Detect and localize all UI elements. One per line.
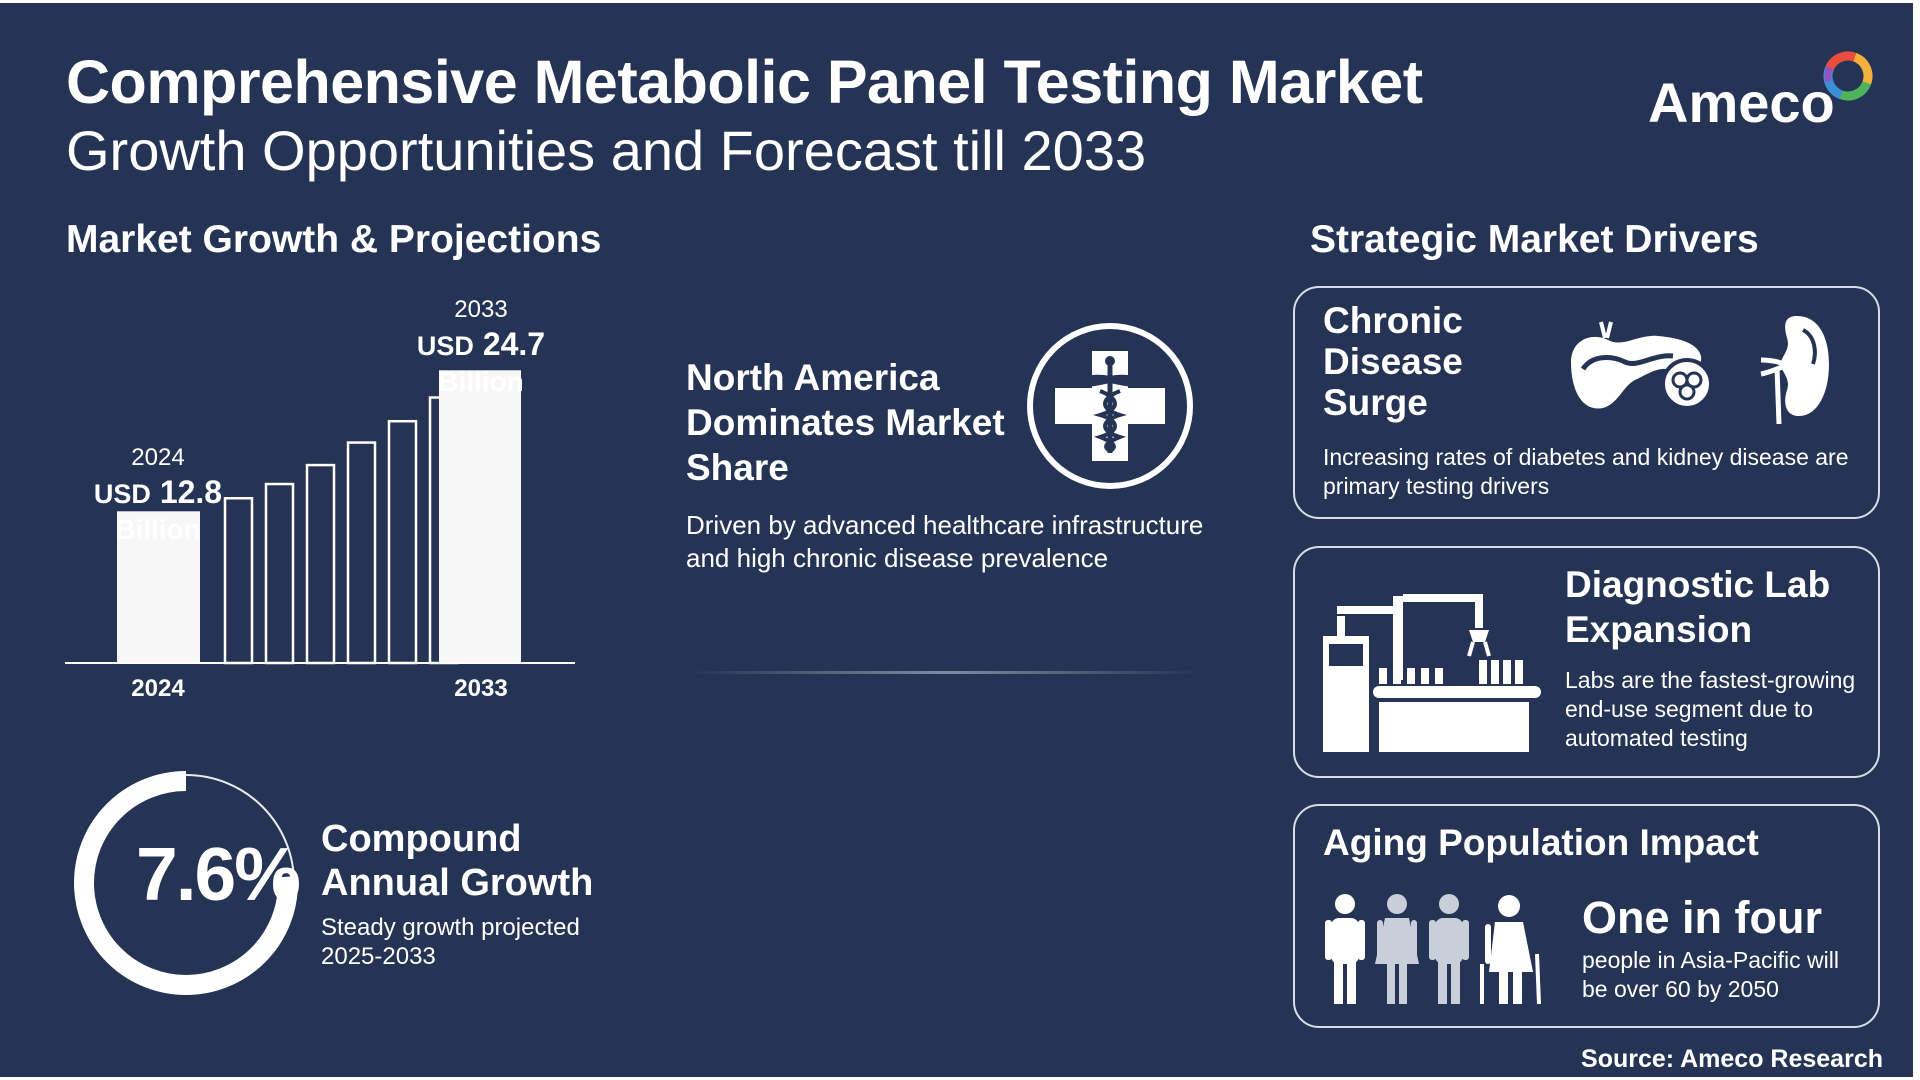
- x-axis-label-end: 2033: [454, 675, 507, 702]
- start-year-label: 2024: [131, 444, 184, 471]
- chart-bar-4: [305, 463, 336, 665]
- kidney-icon: [1760, 316, 1829, 424]
- chronic-disease-card: Chronic Disease Surge Increasing rates o…: [1293, 286, 1880, 519]
- region-description: Driven by advanced healthcare infrastruc…: [686, 510, 1204, 573]
- aging-highlight: One in four: [1582, 892, 1822, 943]
- x-axis-label-start: 2024: [131, 675, 185, 702]
- automated-lab-icon: [1323, 594, 1541, 752]
- section-divider: [690, 671, 1200, 674]
- start-unit-label: Billion: [115, 514, 201, 545]
- aging-card-title: Aging Population Impact: [1323, 822, 1759, 863]
- cagr-value: 7.6%: [136, 832, 301, 916]
- chart-bar-1: [117, 511, 200, 663]
- source-note: Source: Ameco Research: [1581, 1045, 1883, 1073]
- cagr-label: Compound Annual Growth: [321, 818, 594, 904]
- chart-bar-2: [223, 497, 254, 665]
- chart-bar-8: [439, 370, 521, 663]
- end-value-label: USD 24.7: [417, 326, 545, 362]
- chronic-card-title: Chronic Disease Surge: [1323, 300, 1463, 423]
- medical-cross-caduceus-icon: [1027, 323, 1193, 489]
- person-3: [1429, 894, 1469, 1004]
- drivers-section-heading: Strategic Market Drivers: [1310, 218, 1759, 261]
- market-growth-bar-chart: 2024 USD 12.8 Billion 2033 USD 24.7 Bill…: [65, 296, 575, 702]
- lab-card-description: Labs are the fastest-growing end-use seg…: [1565, 667, 1856, 751]
- page-title: Comprehensive Metabolic Panel Testing Ma…: [66, 48, 1423, 116]
- chronic-card-description: Increasing rates of diabetes and kidney …: [1323, 444, 1849, 499]
- start-value-label: USD 12.8: [94, 474, 222, 510]
- pancreas-icon: [1571, 321, 1713, 410]
- person-1: [1325, 894, 1365, 1004]
- people-group-icon: [1325, 894, 1541, 1005]
- aging-population-card: Aging Population Impact One in four peop…: [1293, 804, 1880, 1028]
- page-subtitle: Growth Opportunities and Forecast till 2…: [66, 119, 1147, 182]
- chart-bar-5: [346, 441, 377, 665]
- donut-fill-arc: [74, 771, 298, 995]
- diagnostic-lab-card: Diagnostic Lab Expansion Labs are the fa…: [1293, 546, 1880, 778]
- growth-section-heading: Market Growth & Projections: [66, 218, 602, 261]
- end-unit-label: Billion: [438, 366, 524, 397]
- lab-card-title: Diagnostic Lab Expansion: [1565, 564, 1831, 650]
- aging-card-description: people in Asia-Pacific will be over 60 b…: [1582, 947, 1839, 1002]
- end-year-label: 2033: [454, 296, 507, 323]
- logo-text: Ameco: [1648, 71, 1835, 134]
- chart-bar-6: [387, 419, 418, 665]
- region-title: North America Dominates Market Share: [686, 357, 1005, 488]
- ameco-logo: Ameco: [1645, 48, 1885, 138]
- person-2: [1375, 894, 1419, 1004]
- person-4: [1480, 895, 1541, 1005]
- chart-bar-3: [264, 482, 295, 665]
- infographic-page: Comprehensive Metabolic Panel Testing Ma…: [0, 3, 1913, 1077]
- cagr-note: Steady growth projected 2025-2033: [321, 914, 580, 970]
- cagr-donut-chart: [74, 771, 298, 995]
- logo-ring-icon: [1823, 51, 1873, 101]
